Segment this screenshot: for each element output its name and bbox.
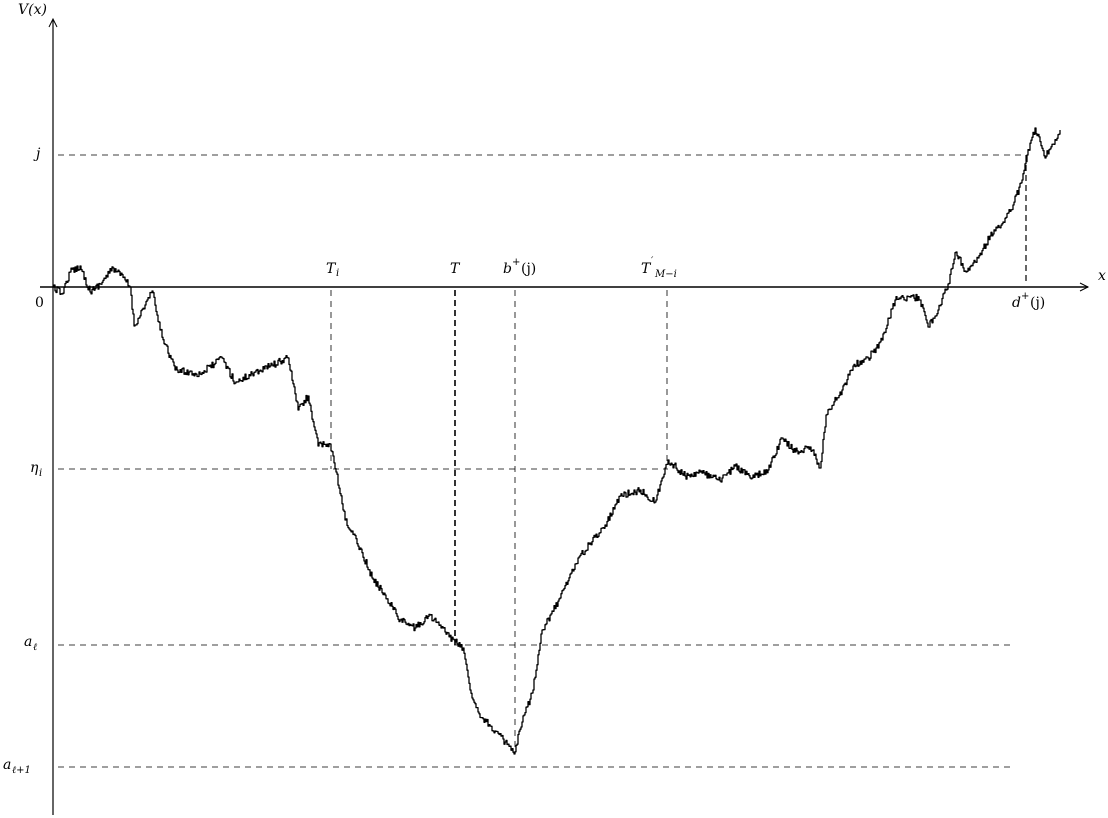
- svg-text:i: i: [336, 268, 339, 279]
- y-axis-arrow-icon: [48, 17, 58, 28]
- svg-text:ℓ+1: ℓ+1: [12, 765, 31, 776]
- level-label-a-l1: a ℓ+1: [3, 757, 31, 776]
- svg-text:T: T: [641, 261, 652, 277]
- point-label-T: T: [450, 261, 461, 277]
- svg-text:+: +: [512, 257, 520, 268]
- svg-text:a: a: [3, 757, 11, 773]
- y-axis-label: V(x): [18, 2, 47, 18]
- svg-text:+: +: [1021, 291, 1029, 302]
- svg-text:d: d: [1012, 295, 1021, 311]
- point-label-b-plus: b + (j): [503, 257, 536, 277]
- level-label-eta-i: η i: [30, 460, 42, 479]
- svg-text:i: i: [39, 468, 42, 479]
- point-label-T-prime: T ′ M−i: [641, 256, 677, 280]
- svg-text:η: η: [30, 460, 39, 476]
- origin-label: 0: [35, 295, 44, 311]
- level-label-a-l: a ℓ: [24, 634, 37, 653]
- point-label-T-i: T i: [326, 261, 339, 279]
- svg-text:b: b: [503, 261, 512, 277]
- svg-text:T: T: [326, 261, 337, 277]
- svg-text:a: a: [24, 634, 32, 650]
- x-axis-arrow-icon: [1079, 282, 1090, 292]
- point-label-d-plus: d + (j): [1012, 291, 1045, 311]
- svg-text:′: ′: [651, 256, 654, 267]
- svg-text:(j): (j): [1030, 295, 1045, 311]
- x-axis-label: x: [1098, 268, 1106, 284]
- svg-text:M−i: M−i: [654, 269, 677, 280]
- potential-path: [53, 127, 1061, 755]
- level-label-j: j: [33, 146, 41, 162]
- svg-text:ℓ: ℓ: [33, 642, 37, 653]
- svg-text:(j): (j): [521, 261, 536, 277]
